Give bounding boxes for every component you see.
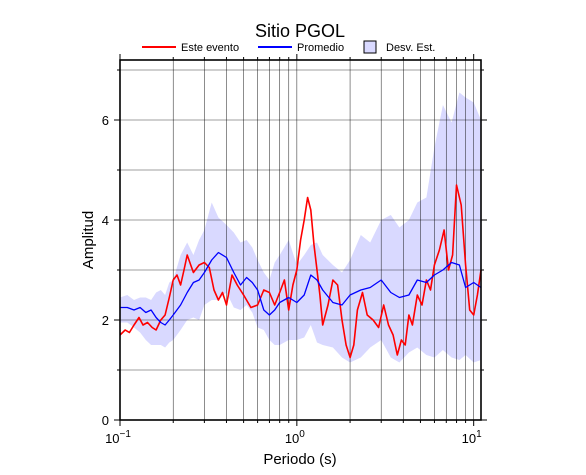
std-dev-band [120,92,481,363]
y-tick-label: 6 [102,113,109,128]
plot-frame [119,59,482,421]
series-line-este-evento [119,184,482,359]
x-tick-label: 101 [462,429,482,446]
x-axis-label: Periodo (s) [263,451,336,468]
x-tick-label: 10−1 [105,429,131,446]
y-tick-label: 2 [102,313,109,328]
legend-swatch-desv-est [363,40,377,54]
std-dev-band-layer [120,92,481,363]
legend-label-este-evento: Este evento [181,42,239,54]
chart-title: Sitio PGOL [255,21,345,41]
y-tick-label: 4 [102,213,109,228]
legend-label-promedio: Promedio [297,42,344,54]
x-tick-label: 100 [285,429,305,446]
legend: Este evento Promedio Desv. Est. [142,40,435,54]
grid-layer [120,60,481,420]
series-layer [119,184,482,359]
y-axis-label: Amplitud [80,211,97,269]
series-line-promedio [120,251,482,326]
y-tick-label: 0 [102,413,109,428]
axes-layer: 0 2 4 6 10−1 100 101 [102,54,487,446]
legend-label-desv-est: Desv. Est. [386,42,435,54]
